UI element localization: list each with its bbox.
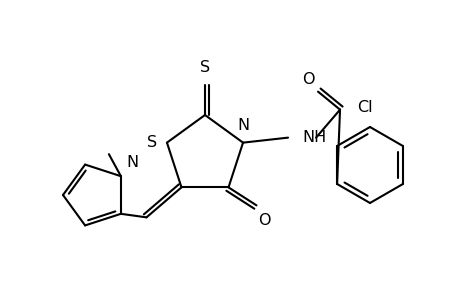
Text: S: S (146, 135, 157, 150)
Text: O: O (301, 72, 313, 87)
Text: O: O (257, 213, 270, 228)
Text: NH: NH (302, 130, 325, 145)
Text: Cl: Cl (356, 100, 372, 115)
Text: N: N (236, 118, 249, 133)
Text: S: S (200, 60, 210, 75)
Text: N: N (126, 155, 138, 170)
